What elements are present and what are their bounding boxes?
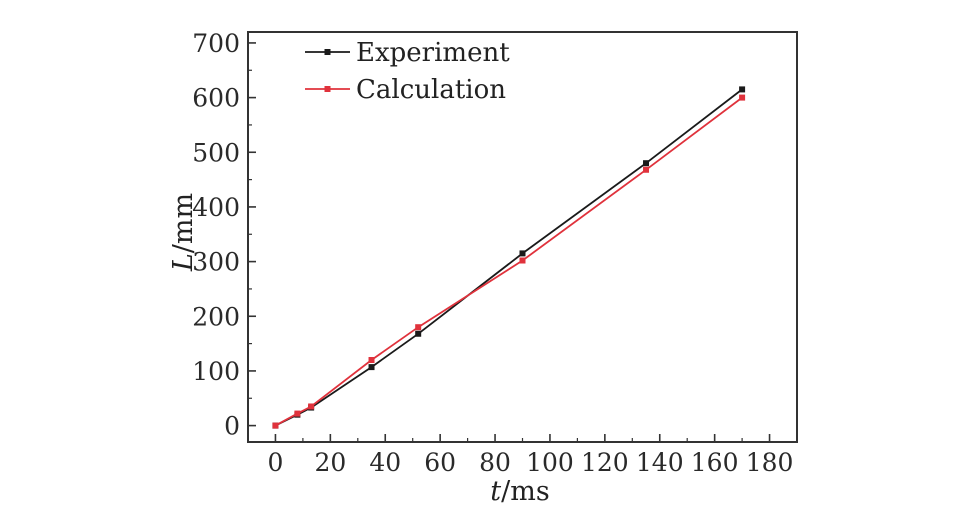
y-tick-label: 300 [192,248,240,277]
y-tick-label: 0 [224,412,240,441]
x-axis: 0 20 40 60 80 100 120 140 160 180 [267,434,793,477]
y-tick-label: 700 [192,29,240,58]
x-tick-label: 0 [267,448,283,477]
legend-item-calculation: Calculation [305,75,506,105]
x-axis-unit: /ms [501,476,550,507]
calculation-point [272,422,279,429]
y-tick-label: 600 [192,84,240,113]
y-tick-label: 400 [192,193,240,222]
y-tick-label: 100 [192,357,240,386]
x-tick-label: 180 [746,448,794,477]
y-axis-title: L/mm [168,193,199,272]
calculation-point [519,257,526,264]
x-axis-title: t/ms [490,476,549,507]
legend-label-calculation: Calculation [356,75,506,105]
series-layer [272,86,746,429]
experiment-point [368,364,375,371]
legend: Experiment Calculation [305,38,510,105]
legend-label-experiment: Experiment [356,38,510,68]
calculation-point [294,410,301,417]
calculation-point [643,166,650,173]
x-tick-label: 100 [526,448,574,477]
y-axis-unit: /mm [168,193,199,253]
calculation-point [739,94,746,101]
calculation-point [415,324,422,331]
experiment-point [739,86,746,93]
x-tick-label: 40 [369,448,401,477]
legend-marker-experiment [324,49,331,55]
x-tick-label: 60 [424,448,456,477]
experiment-point [643,160,650,167]
y-axis: 0 100 200 300 400 500 600 700 [192,29,256,441]
y-tick-label: 200 [192,302,240,331]
calculation-point [368,357,375,363]
x-tick-label: 140 [636,448,684,477]
calculation-point [308,403,315,410]
y-tick-label: 500 [192,138,240,167]
x-tick-label: 160 [691,448,739,477]
series-calculation [272,94,746,429]
experiment-point [415,330,422,337]
experiment-point [519,250,526,257]
x-axis-symbol: t [490,476,501,507]
x-tick-label: 120 [581,448,629,477]
y-axis-symbol: L [168,253,199,272]
x-tick-label: 20 [314,448,346,477]
legend-marker-calculation [324,86,331,92]
x-tick-label: 80 [479,448,511,477]
legend-item-experiment: Experiment [305,38,510,68]
